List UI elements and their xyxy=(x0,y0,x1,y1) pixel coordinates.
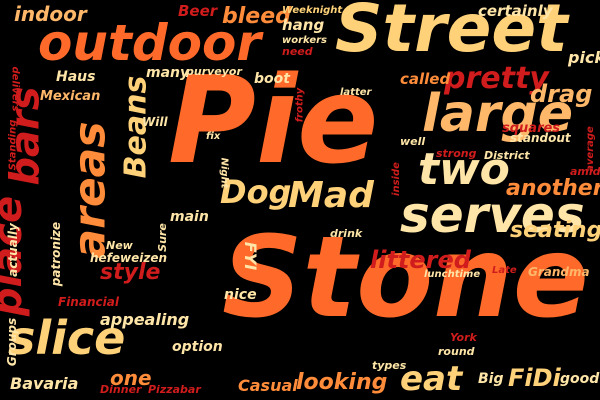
word-pizzabar: Pizzabar xyxy=(148,383,201,396)
word-areas: areas xyxy=(64,121,116,259)
word-seating: seating xyxy=(510,218,600,243)
word-squares: squares xyxy=(502,121,561,136)
word-delivers: delivers xyxy=(9,66,21,112)
word-many: many xyxy=(146,65,190,81)
word-fix: fix xyxy=(206,131,221,142)
word-serves: serves xyxy=(400,186,585,244)
word-inside: inside xyxy=(390,162,402,196)
word-night: Night xyxy=(218,157,230,189)
word-grandma: Grandma xyxy=(528,265,590,279)
word-pick: pick xyxy=(568,48,600,67)
word-purveyor: purveyor xyxy=(186,65,242,78)
word-bavaria: Bavaria xyxy=(10,374,79,393)
word-big: Big xyxy=(478,371,504,387)
word-weeknight: Weeknight xyxy=(282,5,343,16)
word-pretty: pretty xyxy=(444,61,549,96)
word-strong: strong xyxy=(436,147,477,160)
word-mexican: Mexican xyxy=(40,89,101,104)
word-one: one xyxy=(110,366,152,390)
word-latter: latter xyxy=(340,87,372,98)
word-standout: standout xyxy=(510,131,571,145)
word-fyi: FYI xyxy=(241,241,261,271)
word-types: types xyxy=(372,359,407,372)
word-littered: littered xyxy=(370,246,471,274)
word-street: Street xyxy=(335,0,568,67)
word-indoor: indoor xyxy=(14,2,87,26)
word-need: need xyxy=(282,45,313,58)
word-large: large xyxy=(422,84,574,144)
word-style: style xyxy=(100,260,161,285)
word-dinner: Dinner xyxy=(100,383,142,396)
word-certainly: certainly xyxy=(478,2,553,20)
word-called: called xyxy=(400,70,451,88)
word-standing: Standing xyxy=(7,119,19,171)
word-option: option xyxy=(172,339,223,355)
word-mad: Mad xyxy=(288,175,374,216)
word-nice: nice xyxy=(224,287,257,303)
word-two: two xyxy=(418,144,510,195)
word-beer: Beer xyxy=(178,2,218,20)
word-late: Late xyxy=(492,265,517,276)
word-appealing: appealing xyxy=(100,310,190,329)
word-hang: hang xyxy=(282,16,325,34)
word-hefeweizen: hefeweizen xyxy=(90,251,168,265)
word-slice: slice xyxy=(8,311,126,365)
word-patronize: patronize xyxy=(49,221,64,287)
word-actually: actually xyxy=(5,223,20,277)
word-lunchtime: lunchtime xyxy=(424,269,481,280)
word-drag: drag xyxy=(530,80,593,108)
word-round: round xyxy=(438,345,475,358)
word-main: main xyxy=(170,209,209,225)
word-eat: eat xyxy=(400,359,463,399)
word-amid: amid xyxy=(570,165,600,178)
word-dog: Dog xyxy=(220,173,292,211)
word-drink: drink xyxy=(330,227,363,240)
word-new: New xyxy=(106,239,133,252)
word-bleed: bleed xyxy=(222,4,291,29)
word-boot: boot xyxy=(254,71,290,87)
word-groups: Groups xyxy=(5,317,20,367)
word-york: York xyxy=(450,331,477,344)
word-frothy: frothy xyxy=(294,87,306,123)
word-looking: looking xyxy=(296,370,388,395)
word-sure: Sure xyxy=(155,223,169,252)
word-well: well xyxy=(400,135,426,148)
word-workers: workers xyxy=(282,35,327,46)
word-another: another xyxy=(506,176,600,201)
word-stone: Stone xyxy=(222,213,589,343)
word-fidi: FiDi xyxy=(508,364,561,392)
word-pie: Pie xyxy=(168,52,379,191)
word-casual: Casual xyxy=(238,376,298,395)
word-haus: Haus xyxy=(56,69,96,85)
word-financial: Financial xyxy=(58,295,119,309)
word-outdoor: outdoor xyxy=(38,14,261,72)
word-will: Will xyxy=(142,115,168,129)
word-good: good xyxy=(560,371,600,387)
word-district: District xyxy=(484,149,530,162)
